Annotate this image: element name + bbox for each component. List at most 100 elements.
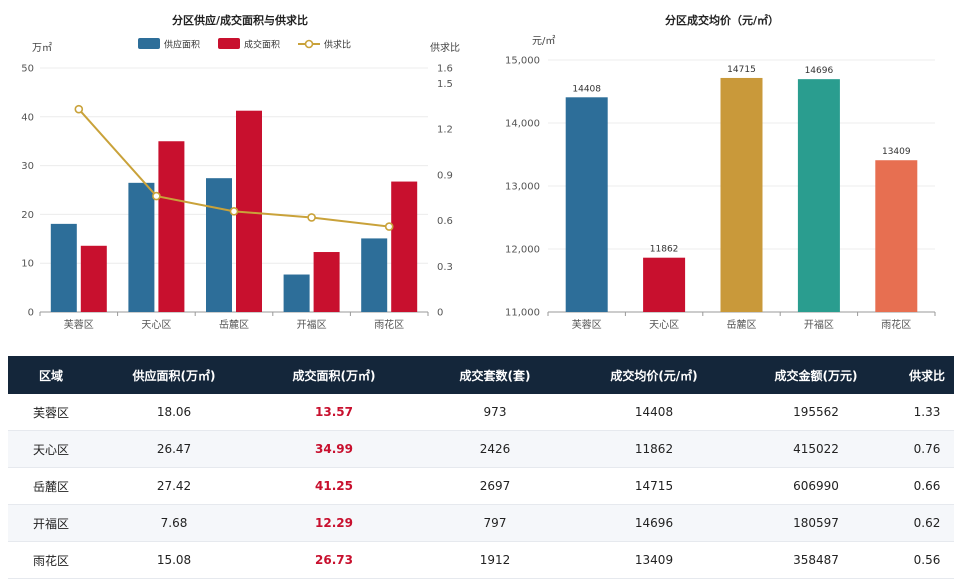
cell-deal-area: 12.29 <box>254 504 414 542</box>
y-right-tick-label: 0 <box>437 308 443 319</box>
table-row: 芙蓉区 18.06 13.57 973 14408 195562 1.33 <box>8 394 954 431</box>
cell-deal-area: 13.57 <box>254 394 414 431</box>
deal-bar <box>391 181 418 312</box>
cell-district: 开福区 <box>8 504 94 542</box>
x-tick-label: 岳麓区 <box>219 318 249 331</box>
supply-bar <box>206 178 232 312</box>
legend-item: 供求比 <box>298 39 351 51</box>
charts-area: 分区供应/成交面积与供求比 万㎡ 供求比 0 10 20 30 40 50 0 0.3 0.6 0.9 1… <box>21 13 936 331</box>
legend-swatch-supply <box>138 38 160 49</box>
price-bar <box>720 77 763 312</box>
legend-item: 成交面积 <box>218 38 280 51</box>
cell-deal-amount: 358487 <box>732 541 900 579</box>
deal-bar <box>80 245 107 312</box>
price-bar <box>875 160 918 312</box>
legend-swatch-ratio-point <box>304 39 314 49</box>
y-left-tick-label: 30 <box>21 161 34 172</box>
cell-district: 岳麓区 <box>8 467 94 505</box>
cell-deal-area: 34.99 <box>254 430 414 468</box>
y-left-tick-label: 40 <box>21 112 34 123</box>
price-bar <box>797 79 840 312</box>
ratio-point <box>74 104 84 114</box>
cell-avg-price: 14696 <box>576 504 732 542</box>
x-tick-label: 天心区 <box>141 319 171 331</box>
table-row: 天心区 26.47 34.99 2426 11862 415022 0.76 <box>8 430 954 468</box>
x-tick-label: 芙蓉区 <box>64 318 94 331</box>
y-left-tick-label: 20 <box>21 210 34 221</box>
deal-bar <box>313 252 340 312</box>
y-left-tick-label: 0 <box>28 308 34 319</box>
x-tick-label: 雨花区 <box>881 318 911 331</box>
district-table: 区域 供应面积(万㎡) 成交面积(万㎡) 成交套数(套) 成交均价(元/㎡) 成… <box>8 356 954 579</box>
x-tick-label: 芙蓉区 <box>572 318 602 331</box>
y-left-tick-label: 10 <box>21 259 34 270</box>
header-district: 区域 <box>8 356 94 394</box>
y-tick-label: 12,000 <box>505 245 540 256</box>
legend-label: 成交面积 <box>244 39 280 51</box>
cell-ratio: 0.66 <box>900 467 954 505</box>
x-tick-label: 雨花区 <box>374 318 404 331</box>
header-supply-area: 供应面积(万㎡) <box>94 356 254 394</box>
cell-deal-amount: 195562 <box>732 394 900 431</box>
x-tick-label: 岳麓区 <box>727 318 757 331</box>
cell-ratio: 0.56 <box>900 541 954 579</box>
legend-swatch-deal <box>218 38 240 49</box>
supply-bar <box>128 182 155 312</box>
cell-supply-area: 26.47 <box>94 430 254 468</box>
header-deal-area: 成交面积(万㎡) <box>254 356 414 394</box>
header-deal-units: 成交套数(套) <box>414 356 576 394</box>
x-tick-label: 天心区 <box>649 319 679 331</box>
y-right-tick-label: 1.5 <box>437 79 453 90</box>
cell-deal-amount: 415022 <box>732 430 900 468</box>
cell-ratio: 0.76 <box>900 430 954 468</box>
ratio-point <box>384 222 394 231</box>
cell-deal-units: 2697 <box>414 467 576 505</box>
cell-avg-price: 14408 <box>576 394 732 431</box>
price-bar <box>565 97 608 313</box>
cell-deal-area: 26.73 <box>254 541 414 579</box>
cell-supply-area: 27.42 <box>94 467 254 505</box>
y-left-unit: 万㎡ <box>32 42 52 54</box>
x-tick-label: 开福区 <box>804 318 834 331</box>
supply-bar <box>361 238 388 312</box>
cell-district: 芙蓉区 <box>8 394 94 431</box>
y-right-tick-label: 0.6 <box>437 216 453 227</box>
deal-bar <box>158 141 185 312</box>
chart-title: 分区供应/成交面积与供求比 <box>172 13 308 27</box>
legend-label: 供应面积 <box>164 39 200 51</box>
y-tick-label: 13,000 <box>505 182 540 193</box>
ratio-point <box>229 207 239 216</box>
y-right-tick-label: 1.6 <box>437 64 453 75</box>
legend-label: 供求比 <box>324 39 351 51</box>
y-tick-label: 15,000 <box>505 56 540 67</box>
cell-deal-units: 797 <box>414 504 576 542</box>
supply-bar <box>50 223 77 312</box>
y-right-tick-label: 0.9 <box>437 170 453 181</box>
y-right-tick-label: 1.2 <box>437 125 453 136</box>
y-left-tick-label: 50 <box>21 64 34 75</box>
cell-avg-price: 14715 <box>576 467 732 505</box>
cell-avg-price: 11862 <box>576 430 732 468</box>
header-deal-amount: 成交金额(万元) <box>732 356 900 394</box>
cell-supply-area: 15.08 <box>94 541 254 579</box>
avg-price-chart: 分区成交均价（元/㎡） 元/㎡ 11,000 12,000 13,000 14,000 15… <box>505 13 936 331</box>
y-tick-label: 14,000 <box>505 119 540 130</box>
cell-supply-area: 18.06 <box>94 394 254 431</box>
cell-deal-units: 1912 <box>414 541 576 579</box>
cell-deal-area: 41.25 <box>254 467 414 505</box>
table-row: 开福区 7.68 12.29 797 14696 180597 0.62 <box>8 504 954 542</box>
ratio-point <box>307 213 316 222</box>
y-tick-label: 11,000 <box>505 308 540 319</box>
cell-district: 天心区 <box>8 430 94 468</box>
table-row: 雨花区 15.08 26.73 1912 13409 358487 0.56 <box>8 541 954 579</box>
cell-ratio: 1.33 <box>900 394 954 431</box>
table-row: 岳麓区 27.42 41.25 2697 14715 606990 0.66 <box>8 467 954 505</box>
cell-deal-units: 973 <box>414 394 576 431</box>
header-ratio: 供求比 <box>900 356 954 394</box>
y-unit: 元/㎡ <box>532 35 555 47</box>
x-tick-label: 开福区 <box>297 318 327 331</box>
table-header-row: 区域 供应面积(万㎡) 成交面积(万㎡) 成交套数(套) 成交均价(元/㎡) 成… <box>8 356 954 394</box>
cell-supply-area: 7.68 <box>94 504 254 542</box>
cell-deal-units: 2426 <box>414 430 576 468</box>
